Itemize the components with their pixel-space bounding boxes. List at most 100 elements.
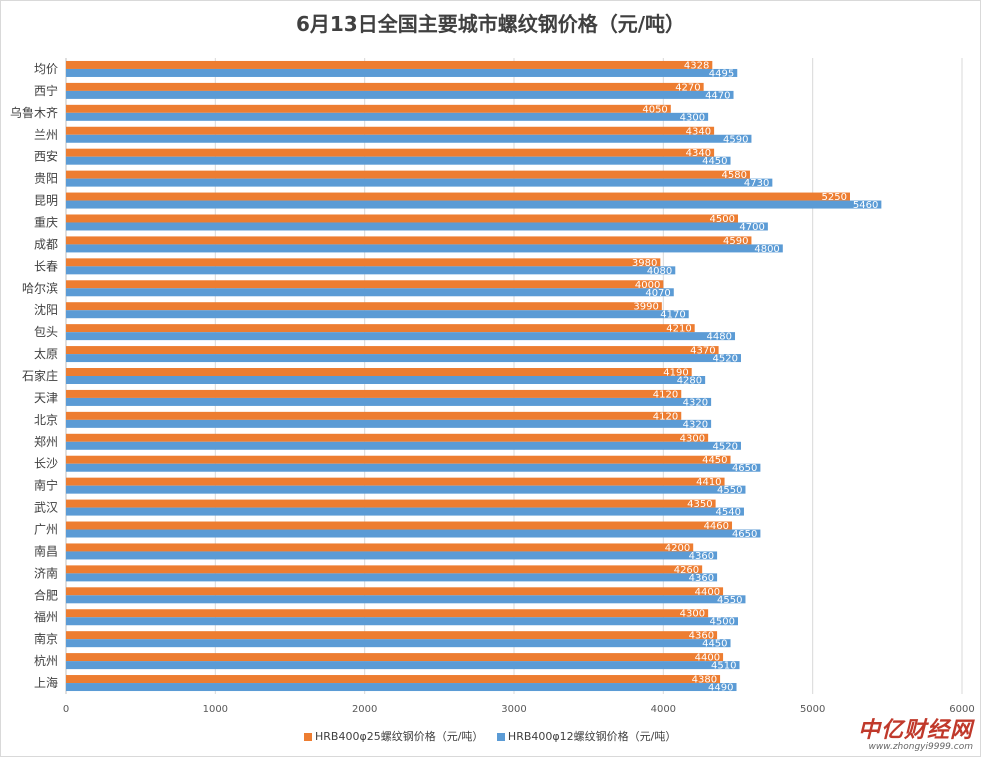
x-tick-label-3: 3000 bbox=[501, 704, 526, 715]
category-label-5: 贵阳 bbox=[34, 172, 58, 186]
bar-series-2-11 bbox=[66, 310, 689, 319]
data-label-series-1-2: 4050 bbox=[642, 104, 667, 115]
bar-series-1-24 bbox=[66, 587, 724, 596]
data-label-series-2-17: 4520 bbox=[713, 441, 738, 452]
bar-series-2-1 bbox=[66, 90, 734, 99]
bar-series-2-10 bbox=[66, 288, 674, 297]
data-label-series-2-16: 4320 bbox=[683, 419, 708, 430]
data-label-series-1-26: 4360 bbox=[689, 631, 714, 642]
bar-series-1-7 bbox=[66, 214, 738, 223]
bar-series-1-13 bbox=[66, 346, 719, 355]
data-label-series-1-0: 4328 bbox=[684, 60, 709, 71]
data-label-series-2-25: 4500 bbox=[710, 617, 735, 628]
data-label-series-2-20: 4540 bbox=[716, 507, 741, 518]
data-label-series-2-7: 4700 bbox=[739, 222, 764, 233]
data-label-series-2-13: 4520 bbox=[713, 354, 738, 365]
legend-swatch-series-1 bbox=[304, 733, 312, 741]
data-label-series-2-4: 4450 bbox=[702, 156, 727, 167]
data-label-series-2-19: 4550 bbox=[717, 485, 742, 496]
bar-series-1-16 bbox=[66, 411, 682, 420]
data-label-series-1-21: 4460 bbox=[704, 521, 729, 532]
category-label-15: 天津 bbox=[34, 391, 58, 405]
data-label-series-1-16: 4120 bbox=[653, 411, 678, 422]
data-label-series-1-13: 4370 bbox=[690, 346, 715, 357]
bar-series-1-4 bbox=[66, 148, 715, 157]
data-label-series-1-9: 3980 bbox=[632, 258, 657, 269]
bar-series-1-1 bbox=[66, 82, 704, 91]
category-label-21: 广州 bbox=[34, 523, 58, 537]
data-label-series-2-1: 4470 bbox=[705, 90, 730, 101]
category-label-24: 合肥 bbox=[34, 587, 58, 602]
bar-series-2-9 bbox=[66, 266, 676, 275]
legend: HRB400φ25螺纹钢价格（元/吨） HRB400φ12螺纹钢价格（元/吨） bbox=[304, 728, 686, 744]
bar-series-1-27 bbox=[66, 653, 724, 662]
category-label-26: 南京 bbox=[34, 631, 58, 646]
legend-item-series-1: HRB400φ25螺纹钢价格（元/吨） bbox=[304, 728, 483, 744]
bar-series-2-18 bbox=[66, 463, 761, 472]
bar-series-2-6 bbox=[66, 200, 882, 209]
data-label-series-1-24: 4400 bbox=[695, 587, 720, 598]
data-label-series-2-23: 4360 bbox=[689, 573, 714, 584]
bar-series-2-13 bbox=[66, 354, 741, 363]
bar-series-1-12 bbox=[66, 324, 695, 333]
category-label-20: 武汉 bbox=[34, 501, 58, 515]
bar-series-2-19 bbox=[66, 485, 746, 494]
data-label-series-2-6: 5460 bbox=[853, 200, 878, 211]
category-label-4: 西安 bbox=[34, 149, 58, 164]
bar-series-2-4 bbox=[66, 156, 731, 165]
bar-series-1-20 bbox=[66, 499, 716, 508]
data-label-series-2-27: 4510 bbox=[711, 661, 736, 672]
x-tick-label-1: 1000 bbox=[203, 704, 228, 715]
watermark-logo: 中亿财经网 www.zhongyi9999.com bbox=[857, 718, 973, 753]
data-label-series-1-25: 4300 bbox=[680, 609, 705, 620]
category-label-23: 济南 bbox=[34, 565, 58, 580]
data-label-series-2-2: 4300 bbox=[680, 112, 705, 123]
category-label-27: 杭州 bbox=[34, 653, 58, 668]
category-label-25: 福州 bbox=[34, 609, 58, 624]
category-label-10: 哈尔滨 bbox=[22, 280, 58, 295]
bar-series-2-12 bbox=[66, 332, 736, 341]
data-label-series-1-23: 4260 bbox=[674, 565, 699, 576]
bar-series-2-3 bbox=[66, 134, 752, 143]
data-label-series-2-5: 4730 bbox=[744, 178, 769, 189]
bar-series-2-7 bbox=[66, 222, 768, 231]
data-label-series-1-20: 4350 bbox=[687, 499, 712, 510]
data-label-series-2-21: 4650 bbox=[732, 529, 757, 540]
bar-series-1-6 bbox=[66, 192, 850, 201]
bar-series-2-24 bbox=[66, 595, 746, 604]
data-label-series-1-8: 4590 bbox=[723, 236, 748, 247]
category-label-11: 沈阳 bbox=[34, 302, 58, 317]
legend-swatch-series-2 bbox=[496, 733, 505, 741]
data-label-series-2-8: 4800 bbox=[754, 244, 779, 255]
bar-series-2-17 bbox=[66, 441, 741, 450]
data-label-series-1-10: 4000 bbox=[635, 280, 660, 291]
data-label-series-1-14: 4190 bbox=[663, 368, 688, 379]
bar-series-2-20 bbox=[66, 507, 744, 516]
data-label-series-2-18: 4650 bbox=[732, 463, 757, 474]
category-label-19: 南宁 bbox=[34, 478, 58, 493]
x-tick-label-0: 0 bbox=[63, 704, 69, 715]
bar-series-2-14 bbox=[66, 376, 706, 384]
watermark-brand: 中亿财经网 bbox=[857, 718, 973, 743]
bar-series-2-22 bbox=[66, 551, 718, 560]
data-label-series-2-22: 4360 bbox=[689, 551, 714, 562]
bar-series-1-14 bbox=[66, 368, 692, 376]
x-tick-label-2: 2000 bbox=[352, 704, 377, 715]
data-label-series-2-24: 4550 bbox=[717, 595, 742, 606]
legend-label-series-1: HRB400φ25螺纹钢价格（元/吨） bbox=[315, 730, 484, 743]
bar-series-1-8 bbox=[66, 236, 752, 245]
data-label-series-1-17: 4300 bbox=[680, 433, 705, 444]
data-label-series-1-22: 4200 bbox=[665, 543, 690, 554]
x-tick-label-5: 5000 bbox=[800, 704, 825, 715]
bar-series-2-8 bbox=[66, 244, 783, 253]
data-label-series-1-12: 4210 bbox=[666, 324, 691, 335]
data-label-series-1-1: 4270 bbox=[675, 82, 700, 93]
bar-series-1-22 bbox=[66, 543, 694, 552]
bar-series-2-5 bbox=[66, 178, 773, 187]
bar-series-2-16 bbox=[66, 419, 712, 428]
bar-layer bbox=[66, 60, 882, 692]
bar-series-1-0 bbox=[66, 60, 713, 69]
category-label-28: 上海 bbox=[34, 675, 58, 690]
bar-series-1-19 bbox=[66, 477, 725, 486]
x-tick-label-4: 4000 bbox=[651, 704, 676, 715]
